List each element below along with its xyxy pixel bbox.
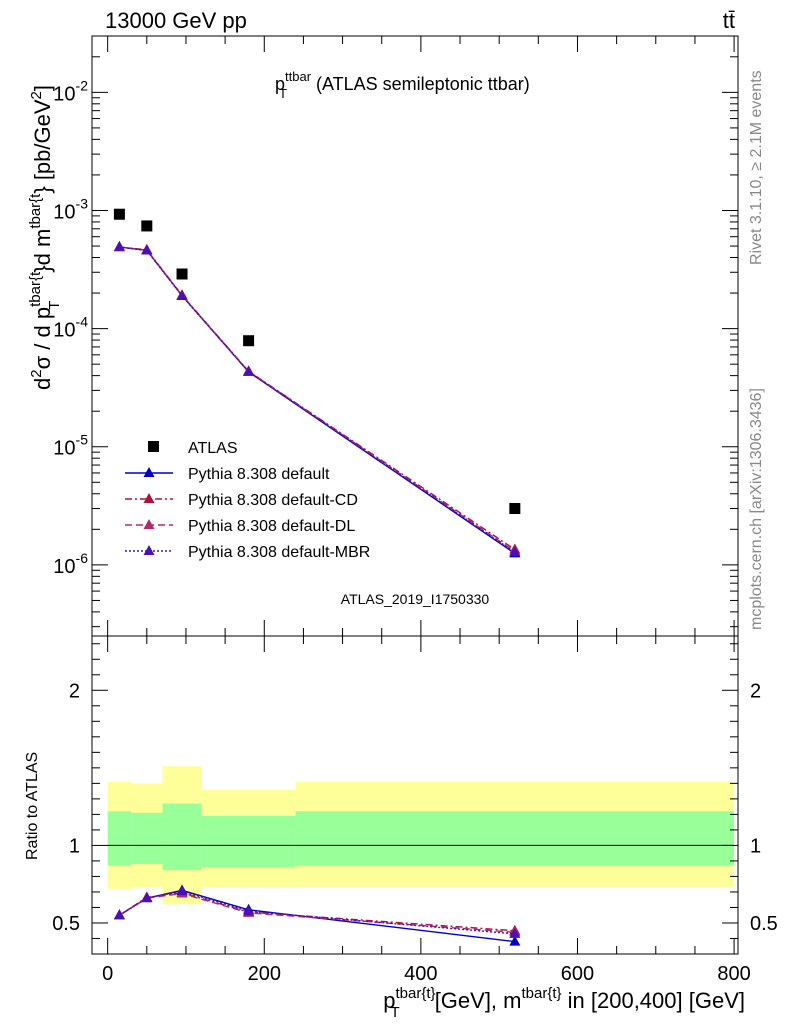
- uncertainty-band-green: [201, 815, 296, 868]
- series-atlas-data: [113, 208, 521, 515]
- main-y-tick-label: 10-3: [53, 195, 88, 223]
- ratio-point: [509, 935, 521, 946]
- ratio-point: [509, 927, 521, 938]
- series-line: [119, 246, 516, 551]
- uncertainty-band-green: [295, 811, 735, 866]
- legend-marker: [143, 493, 155, 503]
- uncertainty-band-green: [131, 812, 163, 865]
- series-pythia-1: [113, 241, 521, 558]
- legend-marker: [143, 519, 155, 529]
- ratio-point: [243, 905, 255, 916]
- legend-label: Pythia 8.308 default-DL: [188, 518, 355, 535]
- data-point: [176, 268, 188, 280]
- ratio-y-axis-label: Ratio to ATLAS: [24, 752, 41, 860]
- data-point: [509, 546, 521, 557]
- ratio-panel: 0.5 0.51 12 2 0 200 400 600 800 Ratio to ATLAS …: [24, 635, 778, 1021]
- ratio-y-tick-label: 1: [750, 835, 761, 857]
- series-pythia-4: [113, 240, 521, 557]
- legend-marker: [143, 467, 155, 477]
- data-point: [113, 240, 125, 251]
- data-point: [509, 503, 521, 515]
- ratio-y-tick-label: 2: [69, 680, 80, 702]
- data-point: [176, 289, 188, 300]
- legend-label: Pythia 8.308 default-CD: [188, 492, 358, 509]
- x-tick-label: 400: [404, 963, 437, 985]
- process-label: tt̄: [723, 8, 735, 33]
- ratio-frame: [91, 635, 739, 955]
- legend-label: ATLAS: [188, 440, 238, 457]
- legend-label: Pythia 8.308 default-MBR: [188, 544, 370, 561]
- ratio-y-tick-label: 0.5: [52, 913, 80, 935]
- x-tick-label: 200: [248, 963, 281, 985]
- x-tick-label: 0: [102, 963, 113, 985]
- ratio-series-4: [113, 885, 521, 938]
- main-y-tick-label: 10-5: [53, 432, 88, 460]
- ratio-y-tick-label: 0.5: [750, 913, 778, 935]
- main-panel: 10-2 10-3 10-4 10-5 10-6 pttbar T (ATLAS semi…: [27, 35, 739, 637]
- x-axis-label: ptbar{t} T [GeV], mtbar{t} in [200,400] [G…: [383, 985, 745, 1021]
- data-point: [141, 244, 153, 255]
- x-tick-label: 800: [717, 963, 750, 985]
- energy-label: 13000 GeV pp: [105, 8, 247, 33]
- ratio-point: [176, 885, 188, 896]
- data-point: [243, 365, 255, 376]
- source-label: mcplots.cern.ch [arXiv:1306.3436]: [748, 388, 765, 630]
- x-tick-label: 600: [561, 963, 594, 985]
- uncertainty-band-green: [162, 803, 202, 871]
- data-point: [141, 220, 153, 232]
- chart-title: pttbar T (ATLAS semileptonic ttbar): [275, 69, 530, 101]
- legend-marker: [143, 545, 155, 555]
- legend: ATLAS Pythia 8.308 default Pythia 8.308 de…: [125, 440, 370, 561]
- data-point: [113, 208, 125, 220]
- main-y-axis-label: d2σ / d ptbar{t T}d mtbar{t} [pb/GeV2]: [27, 85, 63, 390]
- ratio-y-tick-label: 2: [750, 680, 761, 702]
- ratio-point: [141, 892, 153, 903]
- main-y-tick-label: 10-2: [53, 77, 88, 105]
- ratio-y-tick-label: 1: [69, 835, 80, 857]
- main-y-tick-label: 10-4: [53, 314, 88, 342]
- rivet-version-label: Rivet 3.1.10, ≥ 2.1M events: [748, 70, 765, 265]
- analysis-watermark: ATLAS_2019_I1750330: [341, 591, 490, 607]
- legend-marker: [148, 441, 159, 452]
- legend-label: Pythia 8.308 default: [188, 466, 330, 483]
- main-y-tick-label: 10-6: [53, 550, 88, 578]
- ratio-point: [113, 909, 125, 920]
- data-point: [243, 335, 255, 347]
- uncertainty-band-green: [107, 811, 132, 866]
